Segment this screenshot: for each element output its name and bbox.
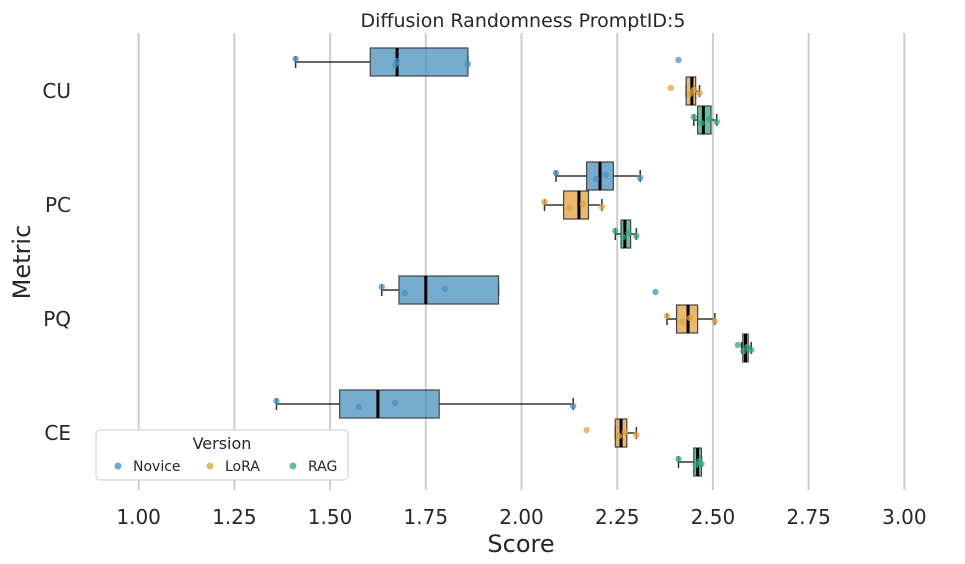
data-point — [679, 318, 686, 326]
box-body — [369, 47, 469, 77]
box-body — [339, 389, 440, 419]
legend-label-novice: Novice — [133, 459, 181, 475]
gridlines — [137, 33, 906, 490]
data-point — [633, 431, 640, 439]
x-tick-label: 3.00 — [882, 505, 927, 529]
data-point — [686, 314, 694, 322]
data-point — [698, 119, 705, 127]
data-point — [711, 317, 719, 325]
data-point — [552, 169, 560, 177]
data-point — [705, 115, 713, 123]
data-point — [625, 229, 632, 237]
data-point — [598, 203, 606, 211]
data-point — [393, 57, 401, 65]
box-novice-pc — [555, 161, 641, 191]
data-point — [686, 90, 694, 98]
y-tick-labels: CU PC PQ CE — [42, 79, 71, 445]
box-lora-pc — [543, 190, 603, 220]
data-point — [615, 432, 623, 440]
box-novice-cu — [294, 47, 469, 77]
x-tick-label: 2.75 — [786, 505, 831, 529]
x-tick-label: 1.50 — [308, 505, 353, 529]
data-point — [663, 312, 671, 320]
chart-title: Diffusion Randomness PromptID:5 — [360, 10, 685, 32]
data-point — [696, 89, 703, 97]
box-body — [398, 275, 500, 305]
x-axis-label: Score — [487, 530, 554, 558]
data-point — [675, 455, 682, 463]
data-point — [652, 288, 659, 296]
data-point — [675, 56, 682, 64]
data-point — [713, 118, 720, 126]
data-point — [690, 86, 697, 94]
data-point — [401, 289, 408, 297]
data-point — [391, 399, 399, 407]
y-tick-label: PQ — [43, 307, 71, 331]
y-axis-label: Metric — [8, 225, 36, 300]
data-point — [583, 426, 590, 434]
legend: Version Novice LoRA RAG — [95, 429, 349, 481]
x-tick-label: 1.25 — [212, 505, 257, 529]
data-point — [748, 346, 755, 354]
data-point — [273, 397, 280, 405]
strip-points — [273, 55, 755, 469]
data-point — [441, 285, 449, 293]
data-point — [698, 460, 705, 468]
data-point — [692, 461, 699, 469]
data-point — [541, 198, 548, 206]
legend-frame — [95, 429, 349, 481]
y-tick-label: CE — [44, 421, 71, 445]
x-tick-label: 2.00 — [499, 505, 544, 529]
legend-title: Version — [193, 434, 252, 453]
data-point — [636, 174, 644, 182]
data-point — [292, 55, 299, 63]
box-novice-pq — [381, 275, 500, 305]
data-point — [579, 200, 586, 208]
legend-marker-novice — [114, 462, 122, 470]
box-novice-ce — [275, 389, 574, 419]
data-point — [633, 232, 640, 240]
data-point — [740, 347, 747, 355]
y-tick-label: CU — [42, 79, 71, 103]
legend-marker-rag — [289, 462, 297, 470]
data-point — [621, 428, 629, 436]
data-point — [566, 204, 573, 212]
x-tick-label: 1.00 — [116, 505, 161, 529]
data-point — [619, 233, 627, 241]
x-tick-label: 1.75 — [404, 505, 449, 529]
y-tick-label: PC — [45, 193, 71, 217]
legend-marker-lora — [206, 462, 214, 470]
data-point — [690, 113, 697, 121]
x-tick-label: 2.50 — [691, 505, 736, 529]
x-tick-labels: 1.00 1.25 1.50 1.75 2.00 2.25 2.50 2.75 3.00 — [116, 505, 926, 529]
data-point — [734, 341, 742, 349]
data-point — [667, 84, 675, 92]
x-tick-label: 2.25 — [595, 505, 640, 529]
data-point — [569, 402, 577, 410]
data-point — [378, 283, 385, 291]
data-point — [464, 60, 472, 68]
data-point — [592, 175, 600, 183]
data-point — [602, 171, 609, 179]
data-point — [612, 227, 619, 235]
data-point — [355, 403, 362, 411]
legend-label-rag: RAG — [308, 459, 337, 475]
boxes — [275, 47, 752, 477]
legend-label-lora: LoRA — [225, 459, 260, 475]
